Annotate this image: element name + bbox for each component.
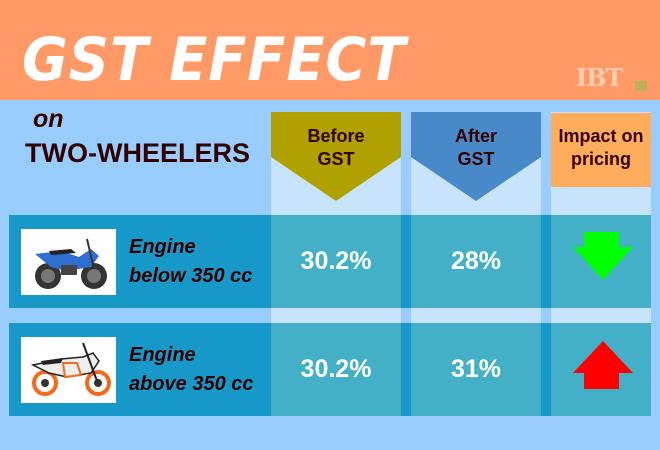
before-gst-value: 30.2% xyxy=(271,215,401,308)
logo-dot-icon xyxy=(635,81,647,91)
header-banner: GST EFFECT IBT xyxy=(0,0,660,100)
row-label-above-350: Engine above 350 cc xyxy=(129,344,254,395)
impact-header: Impact on pricing xyxy=(558,126,644,169)
impact-cell xyxy=(551,323,651,416)
red-up-arrow-icon xyxy=(573,341,633,389)
after-gst-header-shape xyxy=(411,112,541,201)
after-gst-value: 31% xyxy=(411,323,541,416)
row-label-below-350: Engine below 350 cc xyxy=(129,236,253,287)
green-down-arrow-icon xyxy=(573,232,633,280)
ibt-logo: IBT xyxy=(576,63,623,92)
impact-cell xyxy=(551,215,651,308)
before-gst-header-shape xyxy=(271,112,401,201)
after-gst-value: 28% xyxy=(411,215,541,308)
after-gst-header: After GST xyxy=(454,126,497,169)
subtitle-two-wheelers: TWO-WHEELERS xyxy=(25,138,250,168)
subtitle-on: on xyxy=(33,105,64,133)
motorcycle-above-350-image xyxy=(21,337,116,403)
before-gst-value: 30.2% xyxy=(271,323,401,416)
page-title: GST EFFECT xyxy=(22,25,407,95)
before-gst-header: Before GST xyxy=(307,126,365,169)
impact-header-box xyxy=(551,113,651,187)
motorcycle-below-350-image xyxy=(21,229,116,295)
